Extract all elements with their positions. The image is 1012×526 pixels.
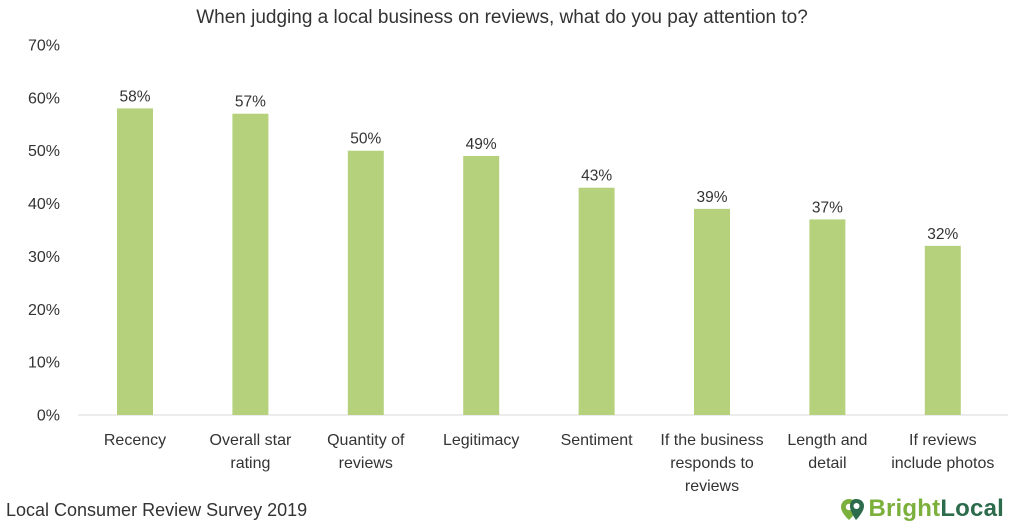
brand-name-part1: Bright (868, 495, 941, 522)
chart-title: When judging a local business on reviews… (196, 7, 808, 28)
category-label: Recency (104, 432, 166, 449)
data-label: 32% (927, 226, 958, 243)
y-tick-label: 20% (28, 302, 60, 319)
y-tick-label: 0% (37, 408, 60, 425)
category-label: If the business responds to reviews (660, 432, 763, 495)
data-label: 49% (466, 136, 497, 153)
data-label: 37% (812, 199, 843, 216)
data-label: 58% (119, 88, 150, 105)
category-label-line: detail (808, 455, 846, 472)
category-label-line: responds to (670, 455, 754, 472)
y-tick-label: 60% (28, 90, 60, 107)
category-label-line: reviews (685, 478, 739, 495)
category-label: Quantity of reviews (327, 432, 405, 472)
category-label-line: rating (230, 455, 270, 472)
category-label: Length and detail (787, 432, 867, 472)
category-label-line: Legitimacy (443, 432, 519, 449)
bar (347, 150, 384, 415)
data-label: 39% (696, 189, 727, 206)
category-labels-group: Recency Overall star rating Quantity of revi… (104, 432, 995, 495)
brand-logo: Bright Local (840, 495, 1004, 523)
y-tick-label: 10% (28, 355, 60, 372)
data-labels-group: 58% 57% 50% 49% 43% 39% 37% 32% (119, 88, 958, 242)
y-axis: 0% 10% 20% 30% 40% 50% 60% 70% (28, 38, 60, 425)
bar (694, 208, 730, 415)
category-label-line: Sentiment (561, 432, 634, 449)
y-tick-label: 30% (28, 249, 60, 266)
category-label: If reviews include photos (891, 432, 994, 472)
bar (809, 219, 846, 415)
category-label-line: Recency (104, 432, 166, 449)
y-tick-label: 40% (28, 196, 60, 213)
data-label: 57% (235, 94, 266, 111)
source-caption: Local Consumer Review Survey 2019 (6, 500, 308, 520)
category-label-line: Length and (787, 432, 867, 449)
category-label-line: Overall star (210, 432, 292, 449)
category-label-line: include photos (891, 455, 994, 472)
y-tick-label: 50% (28, 143, 60, 160)
category-label-line: If reviews (909, 432, 977, 449)
brand-name-part2: Local (940, 495, 1004, 522)
bar (924, 245, 961, 415)
bar (578, 187, 615, 415)
bar (117, 108, 153, 415)
category-label: Overall star rating (210, 432, 292, 472)
category-label-line: reviews (339, 455, 393, 472)
bar (463, 156, 500, 415)
bars-group (117, 108, 961, 415)
data-label: 50% (350, 131, 381, 148)
data-label: 43% (581, 168, 612, 185)
category-label-line: If the business (660, 432, 763, 449)
category-label-line: Quantity of (327, 432, 405, 449)
category-label: Sentiment (561, 432, 634, 449)
y-tick-label: 70% (28, 38, 60, 55)
brightlocal-pin-icon (841, 499, 865, 520)
category-label: Legitimacy (443, 432, 519, 449)
bar (232, 113, 269, 415)
